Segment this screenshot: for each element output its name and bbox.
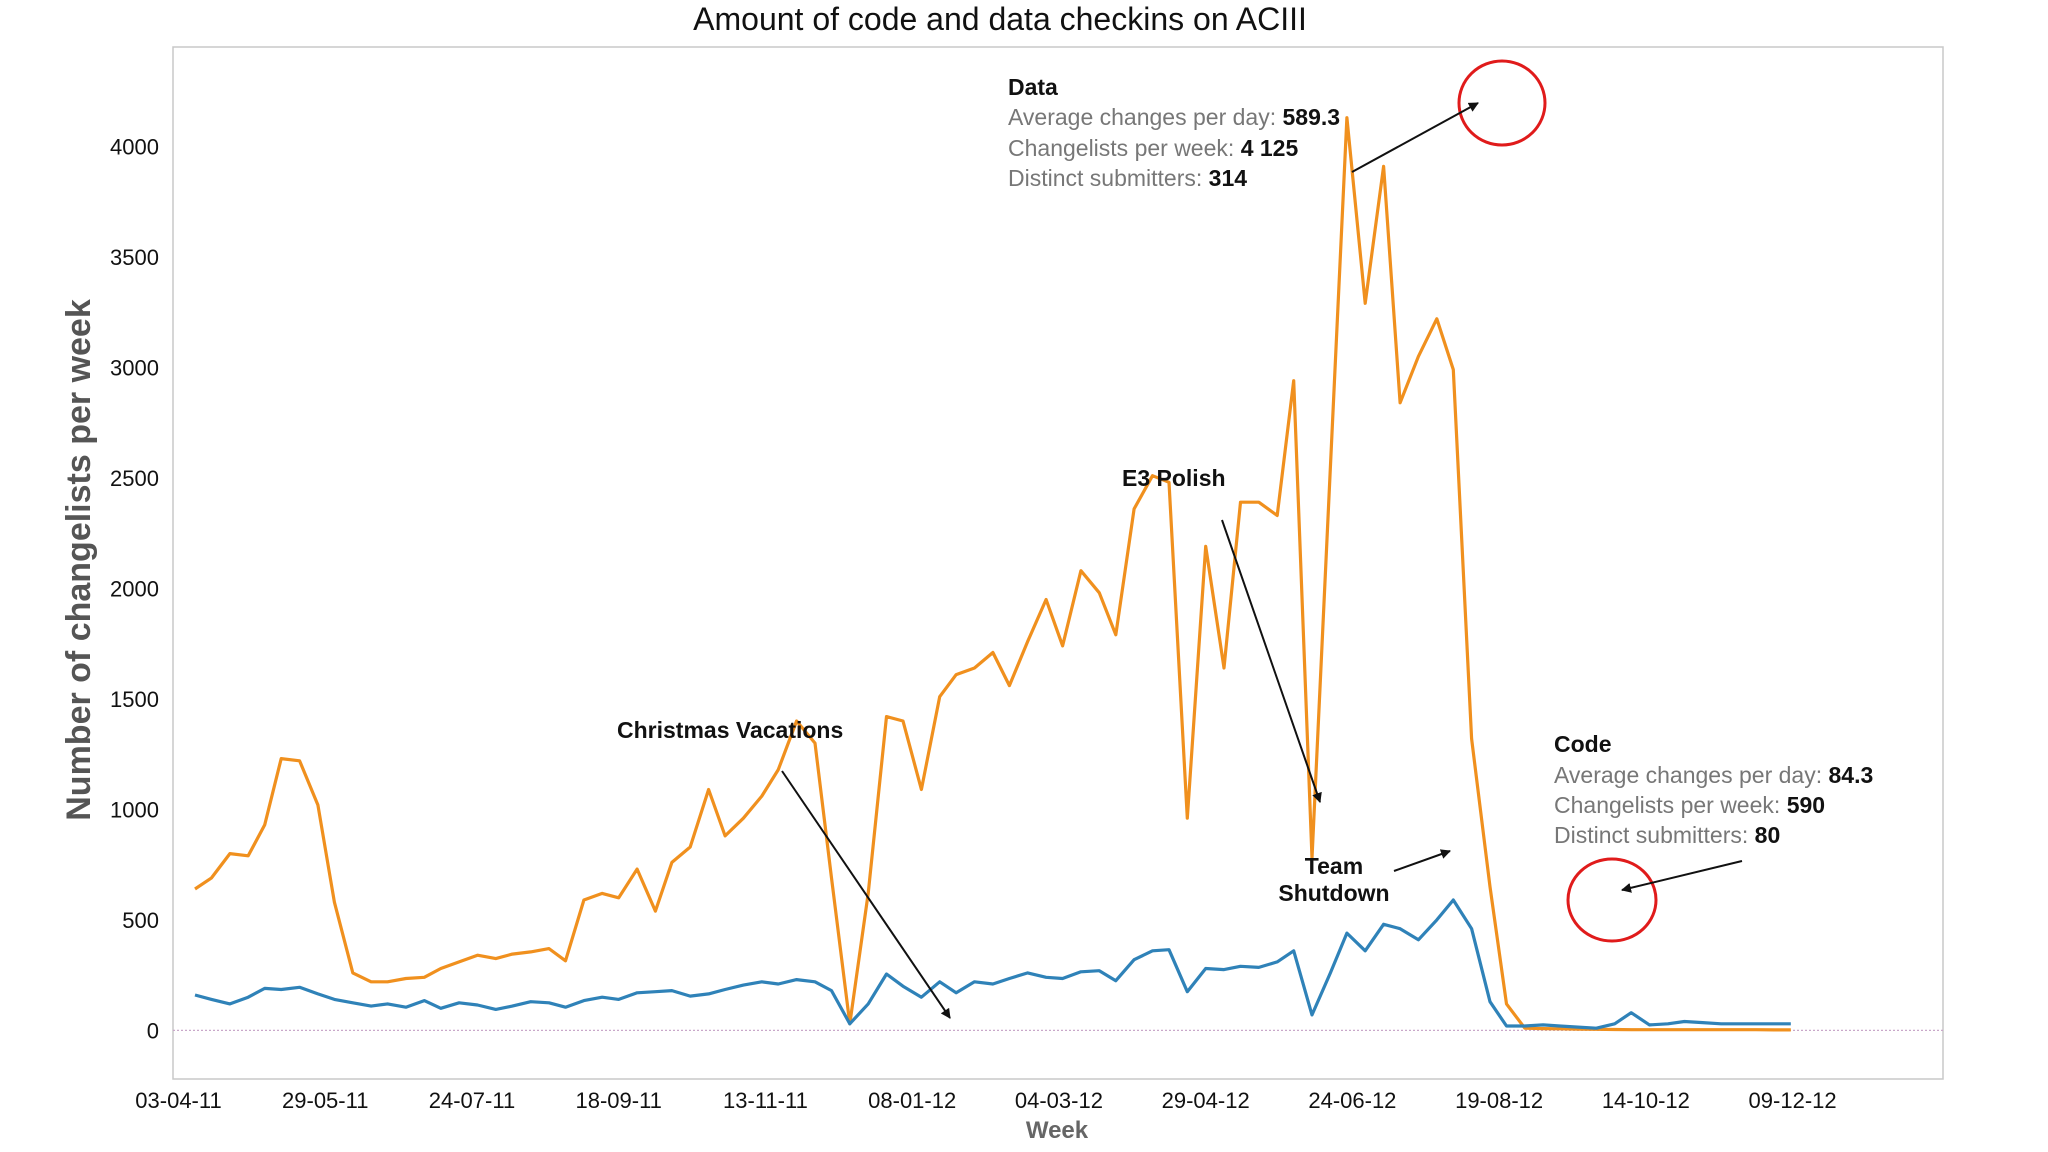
e3-polish-arrow xyxy=(1221,519,1322,803)
x-tick-label: 29-04-12 xyxy=(1162,1088,1250,1113)
y-axis-ticks: 0 500 1000 1500 2000 2500 3000 3500 4000 xyxy=(110,134,159,1043)
x-axis-ticks: 03-04-11 29-05-11 24-07-11 18-09-11 13-11-11… xyxy=(135,1088,1836,1113)
chart-title: Amount of code and data checkins on ACII… xyxy=(693,1,1307,37)
data-distinct-submitters: Distinct submitters: 314 xyxy=(1008,165,1247,191)
x-tick-label: 19-08-12 xyxy=(1455,1088,1543,1113)
y-tick-label: 1500 xyxy=(110,687,159,712)
data-stats-annotation: Data Average changes per day: 589.3 Chan… xyxy=(1008,74,1340,191)
code-annotation-heading: Code xyxy=(1554,731,1612,757)
christmas-vacations-annotation: Christmas Vacations xyxy=(617,717,843,743)
y-tick-label: 0 xyxy=(147,1018,159,1043)
x-tick-label: 29-05-11 xyxy=(282,1088,368,1113)
plot-area xyxy=(172,46,1944,1080)
data-changelists-per-week: Changelists per week: 4 125 xyxy=(1008,135,1298,161)
y-tick-label: 3000 xyxy=(110,355,159,380)
team-shutdown-annotation-line2: Shutdown xyxy=(1278,880,1389,906)
x-axis-label: Week xyxy=(1026,1117,1089,1144)
x-tick-label: 03-04-11 xyxy=(135,1088,221,1113)
x-tick-label: 18-09-11 xyxy=(575,1088,661,1113)
code-changelists-per-week: Changelists per week: 590 xyxy=(1554,792,1825,818)
team-shutdown-arrow xyxy=(1393,849,1451,872)
y-axis-label: Number of changelists per week xyxy=(60,299,98,821)
code-distinct-submitters: Distinct submitters: 80 xyxy=(1554,822,1780,848)
x-tick-label: 09-12-12 xyxy=(1749,1088,1837,1113)
series-line-data xyxy=(194,116,1791,1032)
y-tick-label: 3500 xyxy=(110,245,159,270)
code-avg-changes: Average changes per day: 84.3 xyxy=(1554,762,1873,788)
x-tick-label: 13-11-11 xyxy=(723,1088,808,1113)
x-tick-label: 04-03-12 xyxy=(1015,1088,1103,1113)
y-tick-label: 500 xyxy=(122,908,159,933)
code-peak-highlight-circle xyxy=(1566,857,1658,943)
data-annotation-arrow xyxy=(1351,102,1479,173)
y-tick-label: 4000 xyxy=(110,134,159,159)
y-tick-label: 1000 xyxy=(110,797,159,822)
x-tick-label: 24-06-12 xyxy=(1308,1088,1396,1113)
x-tick-label: 24-07-11 xyxy=(429,1088,515,1113)
y-tick-label: 2500 xyxy=(110,466,159,491)
data-peak-highlight-circle xyxy=(1457,59,1547,147)
data-avg-changes: Average changes per day: 589.3 xyxy=(1008,104,1340,130)
code-annotation-arrow xyxy=(1621,860,1743,893)
x-tick-label: 14-10-12 xyxy=(1602,1088,1690,1113)
code-stats-annotation: Code Average changes per day: 84.3 Chang… xyxy=(1554,731,1873,848)
x-tick-label: 08-01-12 xyxy=(868,1088,956,1113)
y-tick-label: 2000 xyxy=(110,576,159,601)
e3-polish-annotation: E3 Polish xyxy=(1122,465,1226,491)
series-line-code xyxy=(194,898,1791,1030)
christmas-arrow xyxy=(781,770,951,1019)
team-shutdown-annotation-line1: Team xyxy=(1305,853,1363,879)
data-annotation-heading: Data xyxy=(1008,74,1058,100)
